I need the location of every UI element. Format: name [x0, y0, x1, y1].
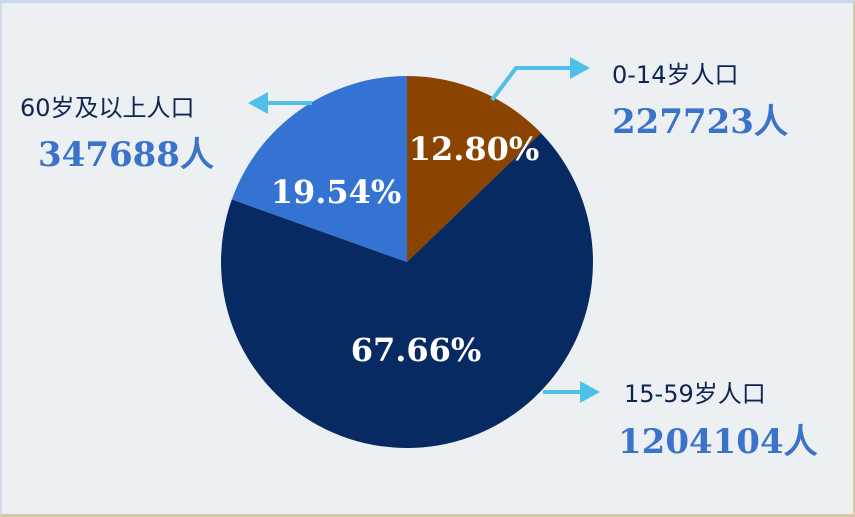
arrow-head-children: [570, 57, 590, 79]
percent-label-elderly: 19.54%: [271, 173, 402, 211]
legend-label-elderly: 60岁及以上人口: [20, 94, 195, 122]
count-label-elderly: 347688人: [38, 135, 214, 175]
count-label-working: 1204104人: [618, 422, 818, 462]
percent-label-working: 67.66%: [351, 331, 482, 369]
pie-slices: [221, 75, 594, 448]
arrow-head-elderly: [248, 92, 268, 114]
arrow-children: [490, 66, 572, 102]
arrow-head-working: [580, 381, 600, 403]
count-label-children: 227723人: [612, 102, 788, 142]
pie-slice-children: [407, 76, 541, 262]
pie-slice-working: [221, 132, 594, 448]
percent-label-children: 12.80%: [409, 130, 540, 168]
legend-label-children: 0-14岁人口: [612, 61, 739, 89]
legend-label-working: 15-59岁人口: [624, 380, 766, 408]
pie-slice-elderly: [231, 75, 407, 262]
